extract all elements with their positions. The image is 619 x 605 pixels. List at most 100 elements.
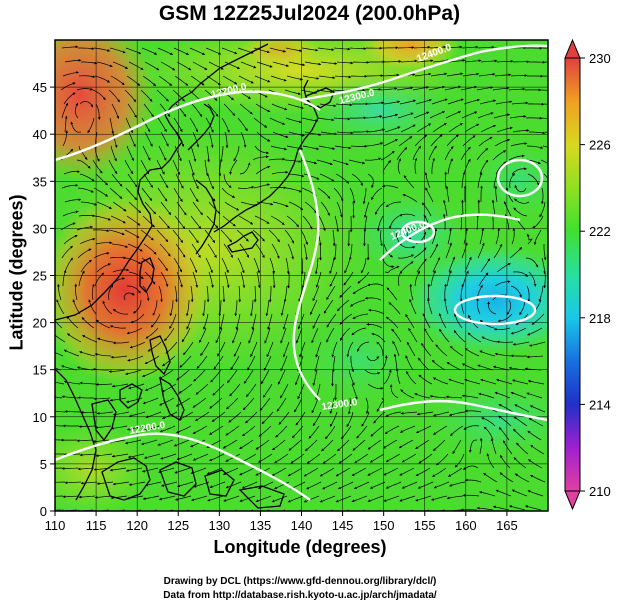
- streamline: [110, 75, 125, 86]
- streamline: [514, 184, 527, 193]
- streamline: [311, 397, 319, 414]
- streamline: [112, 481, 130, 486]
- streamline: [509, 246, 523, 259]
- streamline: [348, 159, 366, 165]
- streamline: [297, 313, 305, 330]
- streamline: [63, 349, 80, 357]
- streamline: [78, 47, 95, 50]
- streamline: [271, 495, 288, 503]
- streamline: [92, 159, 103, 174]
- streamline: [141, 187, 153, 201]
- streamline: [494, 185, 498, 203]
- streamline: [509, 505, 526, 511]
- streamline: [510, 142, 528, 147]
- streamline: [79, 351, 96, 357]
- streamline: [80, 481, 98, 485]
- streamline: [256, 271, 261, 289]
- streamline: [189, 117, 199, 133]
- streamline: [464, 378, 481, 385]
- streamline: [93, 397, 111, 401]
- streamline: [63, 92, 76, 105]
- streamline: [94, 215, 111, 221]
- streamline: [174, 285, 178, 303]
- y-tick-label: 25: [33, 269, 47, 284]
- streamline: [178, 383, 193, 394]
- streamline: [319, 243, 322, 261]
- streamline: [461, 171, 466, 189]
- streamline: [287, 173, 305, 178]
- streamline: [464, 59, 482, 63]
- streamline: [172, 89, 185, 102]
- streamline: [210, 369, 222, 383]
- streamline: [427, 298, 433, 315]
- streamline: [193, 481, 210, 488]
- streamline: [326, 285, 336, 301]
- streamline: [206, 215, 219, 229]
- streamline: [80, 201, 98, 206]
- streamline: [318, 215, 326, 232]
- streamline: [225, 425, 240, 436]
- streamline: [332, 159, 349, 166]
- streamline: [302, 145, 320, 151]
- streamline: [203, 313, 209, 330]
- streamline: [129, 411, 146, 417]
- streamline: [431, 98, 448, 105]
- streamline: [159, 243, 171, 257]
- streamline: [448, 123, 463, 133]
- streamline: [319, 467, 335, 477]
- streamline: [432, 439, 446, 452]
- streamline: [414, 270, 421, 287]
- streamline: [481, 336, 498, 343]
- streamline: [527, 173, 540, 186]
- streamline: [140, 159, 150, 175]
- streamline: [400, 261, 414, 273]
- streamline: [334, 384, 338, 401]
- streamline: [268, 157, 286, 161]
- streamline: [541, 257, 546, 275]
- streamline: [432, 411, 450, 417]
- streamline: [454, 313, 463, 329]
- streamline: [319, 173, 335, 182]
- streamline: [240, 131, 247, 148]
- streamline: [530, 474, 546, 483]
- streamline: [361, 411, 370, 427]
- streamline: [446, 361, 462, 371]
- streamline: [188, 89, 202, 102]
- streamline: [183, 341, 194, 356]
- streamline: [207, 243, 217, 259]
- streamline: [109, 47, 126, 54]
- streamline: [125, 467, 143, 472]
- streamline: [449, 481, 466, 487]
- streamline: [126, 285, 141, 294]
- streamline: [160, 271, 169, 287]
- streamline: [158, 285, 163, 303]
- streamline: [234, 299, 238, 317]
- streamline: [350, 355, 354, 373]
- streamline: [531, 313, 545, 325]
- streamline: [427, 283, 431, 301]
- streamline: [72, 299, 81, 315]
- streamline: [315, 257, 319, 275]
- streamline: [384, 60, 402, 63]
- streamline: [176, 453, 193, 461]
- streamline: [61, 45, 79, 49]
- streamline: [125, 257, 142, 265]
- streamline: [159, 369, 174, 379]
- streamline: [142, 215, 155, 228]
- streamline: [165, 341, 178, 354]
- streamline: [142, 495, 160, 501]
- streamline: [109, 256, 127, 260]
- streamline: [503, 201, 512, 217]
- streamline: [78, 495, 96, 499]
- streamline: [92, 89, 106, 101]
- streamline: [319, 495, 336, 503]
- streamline: [220, 145, 224, 163]
- streamline: [223, 243, 233, 258]
- streamline: [77, 467, 95, 471]
- streamline: [238, 285, 242, 303]
- streamline: [141, 117, 151, 133]
- streamline: [173, 439, 190, 447]
- streamline: [480, 378, 497, 385]
- streamline: [479, 99, 497, 105]
- streamline: [492, 505, 510, 511]
